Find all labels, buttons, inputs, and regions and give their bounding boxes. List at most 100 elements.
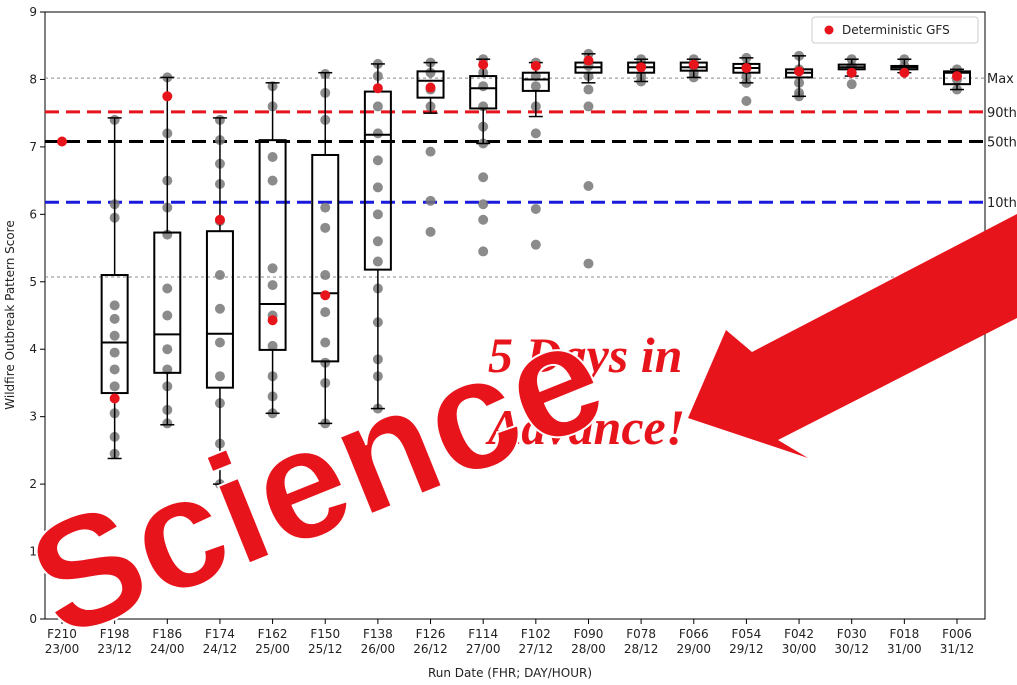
deterministic-point: [162, 91, 173, 102]
ensemble-point: [846, 79, 857, 90]
x-tick-label: F090: [574, 627, 604, 641]
ensemble-point: [478, 199, 489, 210]
y-axis-title: Wildfire Outbreak Pattern Score: [3, 220, 17, 409]
annotation: 5 Days in: [488, 327, 682, 383]
ensemble-point: [425, 146, 436, 157]
x-tick-label: 30/12: [834, 642, 869, 656]
ensemble-point: [372, 182, 383, 193]
deterministic-point: [109, 393, 120, 404]
deterministic-point: [57, 136, 67, 147]
x-tick-label: F018: [889, 627, 919, 641]
deterministic-point: [899, 67, 910, 78]
x-tick-label: 31/12: [940, 642, 975, 656]
deterministic-point: [267, 315, 278, 326]
box: [469, 75, 498, 110]
ensemble-point: [530, 128, 541, 139]
ensemble-point: [109, 364, 120, 375]
deterministic-point: [741, 62, 752, 73]
x-tick-label: 28/00: [571, 642, 606, 656]
ensemble-point: [162, 283, 173, 294]
y-tick-label: 3: [29, 410, 37, 424]
ensemble-point: [267, 263, 278, 274]
ensemble-point: [372, 128, 383, 139]
x-tick-label: F030: [837, 627, 867, 641]
stamp: Science: [7, 285, 627, 672]
y-tick-label: 4: [29, 342, 37, 356]
box: [521, 71, 550, 92]
box: [100, 274, 129, 395]
ensemble-point: [478, 81, 489, 92]
y-tick-label: 6: [29, 207, 37, 221]
ensemble-point: [320, 202, 331, 213]
y-tick-label: 0: [29, 612, 37, 626]
ribbon-arrow: [688, 214, 1017, 458]
x-tick-label: F066: [679, 627, 709, 641]
ensemble-point: [214, 270, 225, 281]
ensemble-point: [530, 81, 541, 92]
x-tick-label: 29/00: [676, 642, 711, 656]
reference-label: 10th: [987, 196, 1017, 211]
x-tick-label: F042: [784, 627, 814, 641]
x-tick-label: 31/00: [887, 642, 922, 656]
box: [416, 70, 445, 99]
x-tick-label: 25/12: [308, 642, 343, 656]
x-tick-label: F006: [942, 627, 972, 641]
deterministic-point: [952, 71, 962, 82]
x-tick-label: F138: [363, 627, 393, 641]
ensemble-point: [372, 101, 383, 112]
ensemble-point: [109, 347, 120, 358]
reference-label: 50th: [987, 135, 1017, 150]
y-tick-label: 7: [29, 140, 37, 154]
ensemble-point: [425, 226, 436, 237]
deterministic-point: [530, 60, 541, 71]
box: [258, 139, 287, 351]
x-tick-label: F198: [100, 627, 130, 641]
reference-label: Max: [987, 72, 1014, 87]
ensemble-point: [109, 313, 120, 324]
ensemble-point: [267, 340, 278, 351]
deterministic-point: [478, 59, 489, 70]
box: [311, 153, 340, 363]
ensemble-point: [425, 195, 436, 206]
x-tick-label: F186: [152, 627, 182, 641]
x-tick-label: F078: [626, 627, 656, 641]
ensemble-point: [372, 209, 383, 220]
ensemble-point: [162, 344, 173, 355]
ensemble-point: [214, 371, 225, 382]
deterministic-point: [794, 66, 805, 77]
deterministic-point: [583, 55, 594, 66]
legend-marker: [824, 25, 834, 35]
box: [153, 231, 182, 374]
ensemble-point: [320, 270, 331, 281]
deterministic-point: [320, 290, 331, 301]
ensemble-point: [267, 280, 278, 291]
deterministic-point: [372, 83, 383, 94]
x-tick-label: F150: [310, 627, 340, 641]
x-tick-label: 27/00: [466, 642, 501, 656]
ensemble-point: [425, 67, 436, 78]
legend-box: [811, 16, 979, 44]
deterministic-point: [636, 62, 647, 73]
x-tick-label: 24/00: [150, 642, 185, 656]
ensemble-point: [530, 203, 541, 214]
ensemble-point: [478, 246, 489, 257]
ensemble-point: [109, 300, 120, 311]
ensemble-point: [530, 239, 541, 250]
ensemble-point: [109, 330, 120, 341]
x-tick-label: 29/12: [729, 642, 764, 656]
ensemble-point: [478, 172, 489, 183]
ensemble-point: [372, 236, 383, 247]
ensemble-point: [741, 96, 752, 107]
ensemble-point: [583, 181, 594, 192]
x-axis-title: Run Date (FHR; DAY/HOUR): [428, 666, 592, 680]
y-tick-label: 2: [29, 477, 37, 491]
ensemble-point: [214, 303, 225, 314]
ensemble-point: [478, 214, 489, 225]
ensemble-point: [583, 84, 594, 95]
ensemble-point: [372, 155, 383, 166]
y-tick-label: 9: [29, 5, 37, 19]
ensemble-point: [372, 256, 383, 267]
x-tick-label: 26/00: [361, 642, 396, 656]
y-tick-label: 5: [29, 275, 37, 289]
